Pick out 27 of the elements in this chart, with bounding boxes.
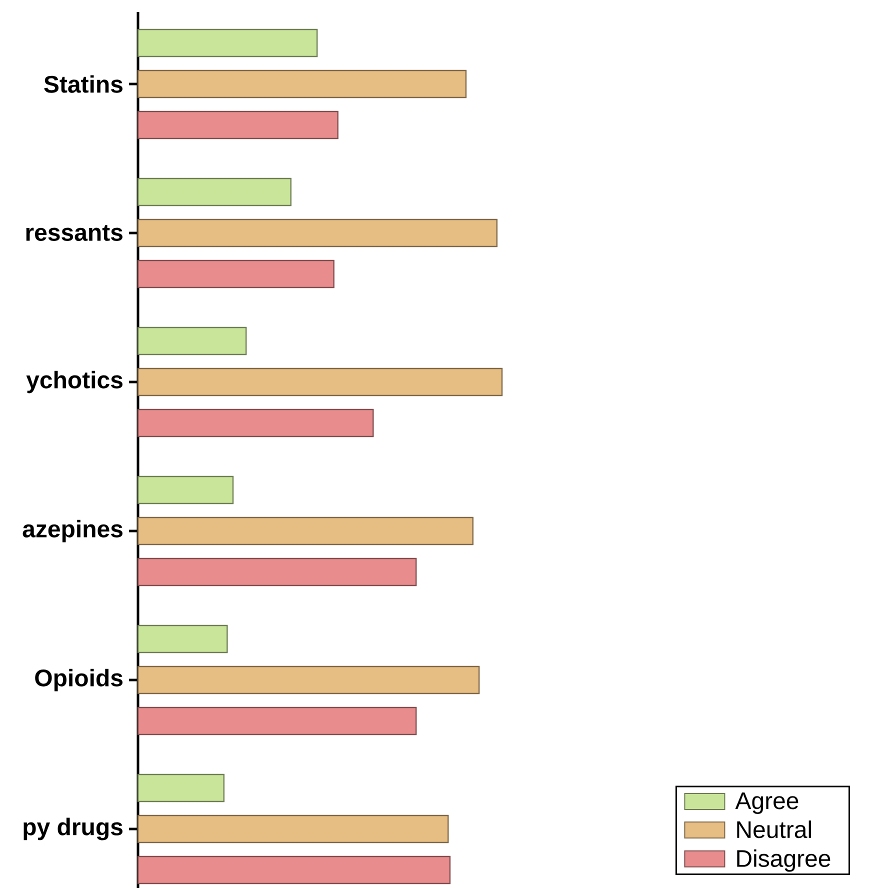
legend-label: Neutral <box>737 820 811 838</box>
y-tick-label: py drugs <box>24 818 122 840</box>
bar <box>137 624 228 654</box>
bar <box>137 666 480 694</box>
bar <box>137 70 467 98</box>
bar <box>137 218 498 248</box>
legend-label: Disagree <box>737 849 830 872</box>
y-tick-label: ychotics <box>26 370 122 394</box>
bar <box>137 558 417 586</box>
bar <box>137 110 338 140</box>
bar <box>137 476 234 504</box>
bar <box>137 814 449 844</box>
bar <box>137 178 292 206</box>
y-tick-label: Statins <box>44 75 122 93</box>
bar <box>137 326 247 356</box>
legend-label: Agree <box>735 792 798 814</box>
bar <box>137 774 225 802</box>
y-tick-label: ressants <box>26 225 122 241</box>
y-tick-label: azepines <box>22 520 122 542</box>
bar <box>137 260 334 288</box>
y-tick-label: Opioids <box>35 668 122 692</box>
bar <box>137 856 451 884</box>
bar <box>137 706 417 736</box>
bar <box>137 408 374 438</box>
bar <box>137 28 318 58</box>
bar <box>137 368 503 396</box>
bar <box>137 516 474 546</box>
